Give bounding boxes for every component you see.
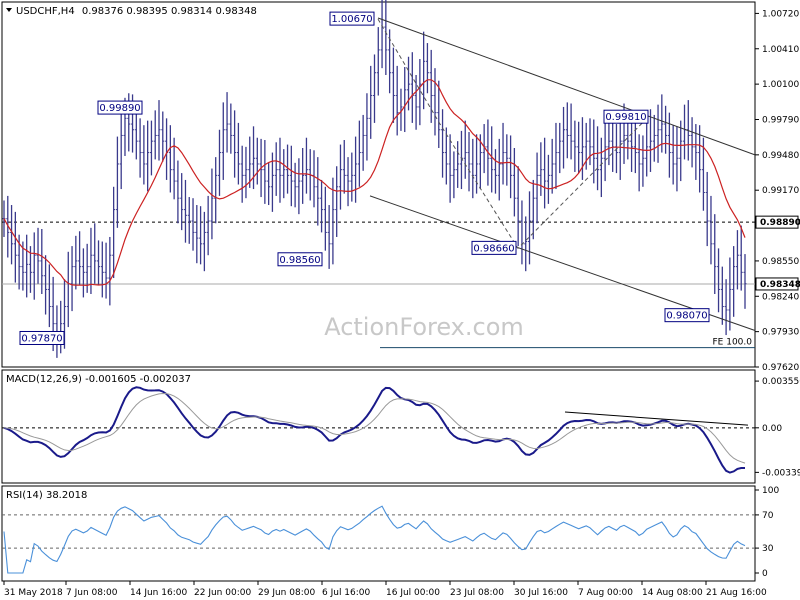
time-tick-label: 29 Jun 08:00 [258, 588, 315, 598]
collapse-arrow-icon[interactable] [6, 8, 12, 12]
watermark: ActionForex.com [324, 313, 524, 341]
price-tick-label: 0.98550 [762, 257, 799, 267]
channel-lower-line [369, 195, 756, 331]
macd-panel [1, 369, 756, 484]
time-tick-label: 31 May 2018 [4, 588, 63, 598]
level-label: 0.98070 [666, 311, 707, 322]
level-label: 0.99890 [99, 103, 140, 114]
level-box [277, 252, 323, 267]
macd-signal-line [3, 392, 746, 464]
time-tick-label: 14 Aug 08:00 [642, 588, 703, 598]
level-box [97, 100, 143, 115]
time-tick-label: 23 Jul 08:00 [450, 588, 504, 598]
time-tick-label: 16 Jul 00:00 [386, 588, 440, 598]
price-tick-label: 0.97930 [762, 328, 799, 338]
macd-title: MACD(12,26,9) -0.001605 -0.002037 [6, 374, 191, 385]
ma-line [3, 79, 746, 287]
moving-average [3, 79, 746, 287]
macd-line [3, 386, 745, 474]
last-price-box [755, 277, 799, 291]
price-tick-label: 0.99480 [762, 151, 799, 161]
level-label: 0.98660 [473, 243, 514, 254]
last-price-box-label: 0.98348 [760, 280, 800, 290]
price-grid: FE 100.0 [2, 221, 755, 349]
level-box [664, 308, 710, 323]
ohlc-text: 0.98376 0.98395 0.98314 0.98348 [82, 6, 257, 17]
resistance-price-box-label: 0.98890 [760, 218, 800, 228]
macd-tick-label: 0.003556 [762, 377, 800, 387]
symbol-label: USDCHF,H4 0.98376 0.98395 0.98314 0.9834… [16, 6, 257, 17]
rsi-tick-label: 0 [762, 569, 768, 579]
rsi-panel [1, 485, 756, 582]
time-axis: 31 May 2018 7 Jun 08:00 14 Jun 16:00 22 Jun… [3, 581, 767, 598]
rsi-line [3, 505, 746, 574]
symbol-text: USDCHF,H4 [16, 6, 75, 17]
price-tick-label: 0.98240 [762, 292, 799, 302]
price-tick-label: 0.97620 [762, 363, 799, 373]
price-tick-label: 1.00410 [762, 45, 799, 55]
fe-label: FE 100.0 [713, 338, 753, 348]
time-tick-label: 7 Aug 00:00 [578, 588, 633, 598]
macd-tick-label: -0.003391 [762, 468, 800, 478]
level-box [603, 109, 649, 124]
price-tick-label: 0.99790 [762, 115, 799, 125]
level-labels: 1.00670 0.99890 0.98560 0.97870 0.98660 0.998… [19, 11, 710, 345]
macd-divergence-line [564, 411, 749, 426]
level-label: 0.98560 [279, 255, 320, 266]
rsi-tick-label: 30 [762, 544, 774, 554]
time-tick-label: 22 Jun 00:00 [194, 588, 251, 598]
level-label: 0.99810 [605, 112, 646, 123]
price-axis: 1.00720 1.00410 1.00100 0.99790 0.99480 0.991… [755, 9, 800, 373]
time-tick-label: 7 Jun 08:00 [66, 588, 118, 598]
price-tick-label: 1.00100 [762, 80, 799, 90]
level-box [19, 330, 65, 345]
swing-dashed-line [377, 18, 649, 250]
level-label: 0.97870 [21, 333, 62, 344]
rsi-tick-label: 100 [762, 486, 779, 496]
channel-upper-line [377, 17, 756, 156]
rsi-tick-label: 70 [762, 511, 774, 521]
level-box [329, 11, 375, 26]
price-tick-label: 0.99170 [762, 186, 799, 196]
resistance-price-box [755, 215, 799, 229]
trend-lines [369, 17, 756, 331]
time-tick-label: 6 Jul 16:00 [322, 588, 371, 598]
macd-tick-label: 0.00 [762, 424, 782, 434]
level-label: 1.00670 [331, 14, 372, 25]
time-tick-label: 14 Jun 16:00 [130, 588, 187, 598]
price-tick-label: 1.00720 [762, 9, 799, 19]
rsi-title: RSI(14) 38.2018 [6, 490, 87, 501]
time-tick-label: 21 Aug 16:00 [706, 588, 767, 598]
level-box [471, 240, 517, 255]
macd-indicator: 0.003556 0.00 -0.003391 [2, 377, 800, 478]
time-tick-label: 30 Jul 16:00 [514, 588, 568, 598]
rsi-indicator: 100 70 30 0 [2, 486, 779, 579]
